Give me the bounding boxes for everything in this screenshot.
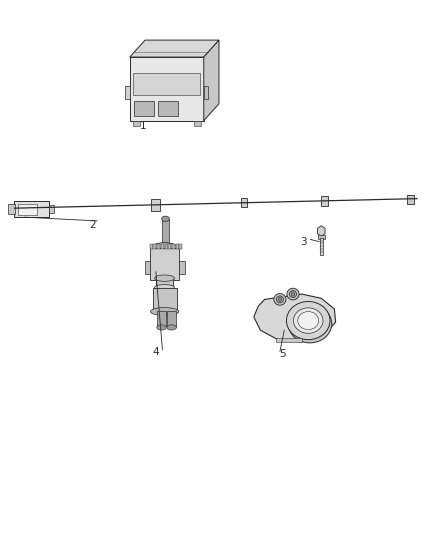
Bar [151, 199, 160, 211]
Bar [167, 311, 177, 327]
Bar [318, 235, 325, 239]
Bar [156, 278, 173, 288]
Circle shape [278, 297, 282, 302]
Bar [153, 244, 156, 249]
Bar [180, 244, 182, 249]
Text: 2: 2 [89, 220, 96, 230]
Bar [133, 73, 200, 95]
Bar [320, 238, 323, 255]
Circle shape [291, 292, 295, 296]
Ellipse shape [152, 243, 178, 253]
Ellipse shape [288, 305, 332, 343]
Bar [152, 288, 177, 312]
Polygon shape [130, 40, 219, 57]
Bar [134, 101, 154, 116]
Bar [194, 120, 201, 126]
Bar [162, 219, 169, 248]
Bar [168, 244, 171, 249]
Bar [18, 204, 37, 215]
Bar [145, 261, 150, 274]
Ellipse shape [286, 302, 330, 340]
Bar [276, 337, 302, 342]
Bar [157, 311, 166, 327]
Bar [204, 86, 208, 100]
Ellipse shape [287, 288, 299, 300]
Bar [406, 195, 414, 204]
Bar [157, 244, 160, 249]
Ellipse shape [150, 308, 179, 316]
Bar [133, 120, 140, 126]
Ellipse shape [293, 308, 323, 333]
Text: 5: 5 [279, 349, 286, 359]
Ellipse shape [290, 290, 297, 297]
Bar [172, 244, 175, 249]
Bar [158, 101, 178, 116]
Text: 1: 1 [140, 121, 146, 131]
Bar [180, 261, 185, 274]
Bar [124, 86, 130, 100]
Ellipse shape [274, 294, 286, 305]
Polygon shape [130, 57, 204, 120]
Polygon shape [254, 294, 336, 342]
Bar [176, 244, 179, 249]
Bar [241, 198, 247, 207]
Ellipse shape [155, 285, 175, 291]
Bar [14, 201, 49, 217]
Bar [150, 244, 153, 249]
Ellipse shape [162, 216, 170, 221]
Text: 4: 4 [152, 348, 159, 358]
Polygon shape [318, 225, 325, 236]
Bar [49, 205, 53, 214]
Ellipse shape [276, 296, 283, 303]
Bar [8, 205, 15, 214]
Ellipse shape [167, 325, 177, 330]
Bar [165, 244, 168, 249]
Bar [161, 244, 164, 249]
Ellipse shape [298, 312, 319, 329]
Ellipse shape [157, 325, 166, 330]
Polygon shape [204, 40, 219, 120]
Bar [150, 248, 180, 280]
Bar [321, 196, 328, 206]
Ellipse shape [155, 275, 175, 281]
Text: 3: 3 [300, 237, 307, 247]
